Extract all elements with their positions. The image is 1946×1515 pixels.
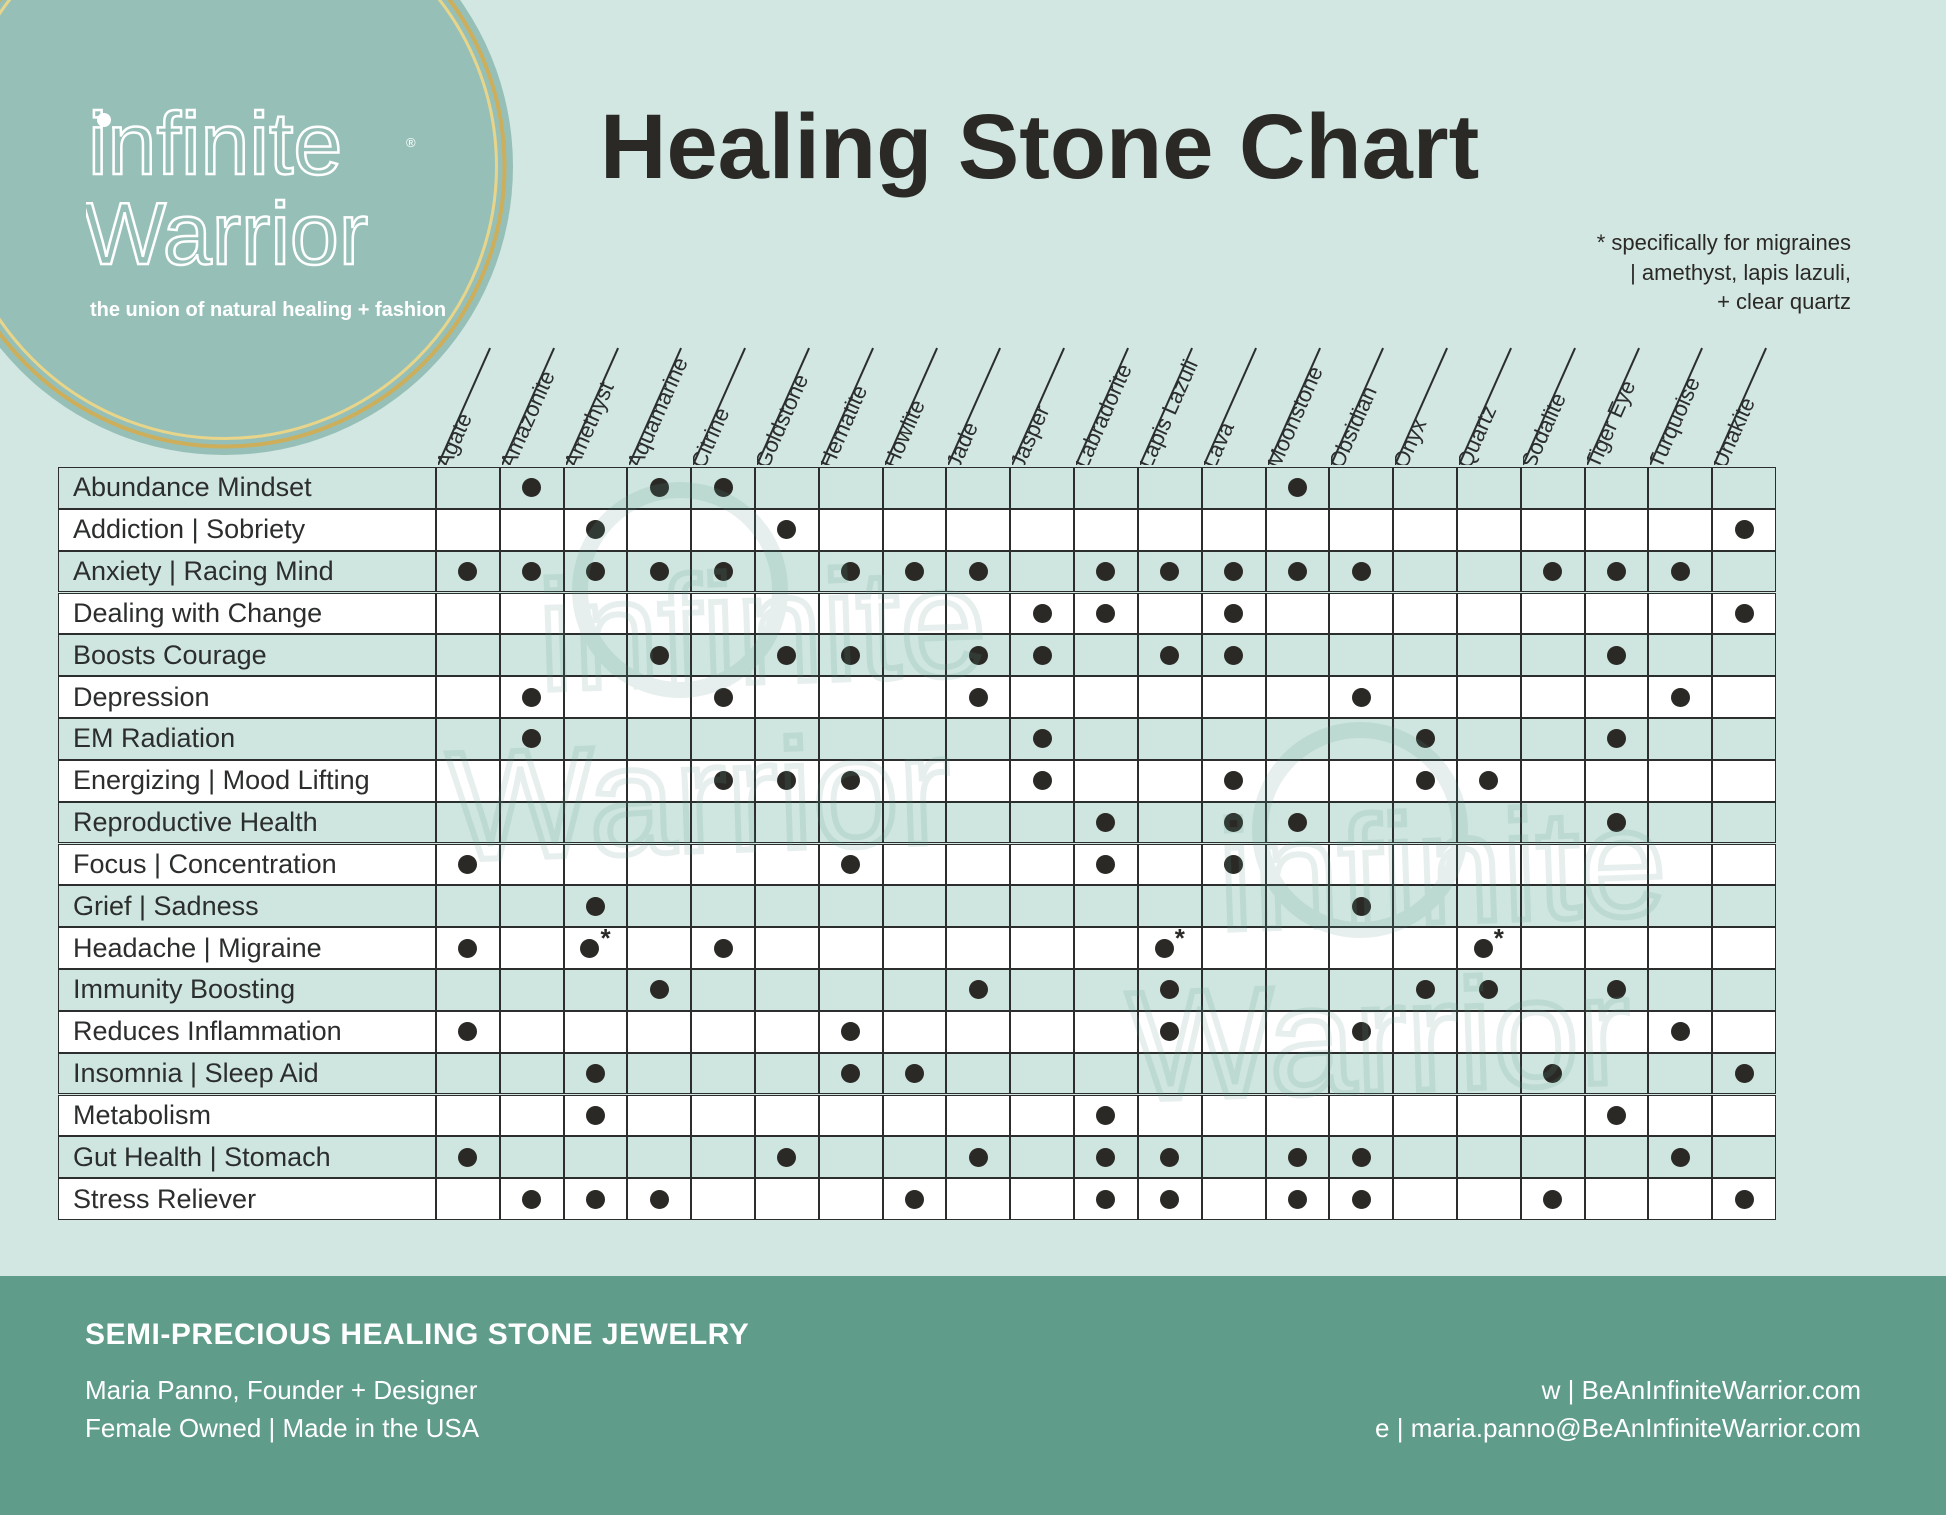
svg-text:Quartz: Quartz xyxy=(1459,401,1501,465)
svg-text:Turquoise: Turquoise xyxy=(1650,373,1705,465)
svg-text:Unakite: Unakite xyxy=(1714,394,1760,465)
svg-text:infinite: infinite xyxy=(88,94,342,193)
svg-text:Labradorite: Labradorite xyxy=(1076,360,1137,465)
svg-text:Amazonite: Amazonite xyxy=(502,367,560,465)
svg-text:Tiger Eye: Tiger Eye xyxy=(1587,376,1640,465)
svg-text:Agate: Agate xyxy=(438,409,477,465)
svg-text:Jasper: Jasper xyxy=(1012,401,1054,465)
svg-text:Citrine: Citrine xyxy=(693,404,734,465)
svg-text:Howlite: Howlite xyxy=(885,396,930,465)
svg-text:Onyx: Onyx xyxy=(1395,415,1431,465)
svg-text:Aquamarine: Aquamarine xyxy=(629,353,693,465)
svg-text:Moonstone: Moonstone xyxy=(1268,362,1328,465)
svg-text:Hematite: Hematite xyxy=(821,381,872,465)
svg-text:Warrior: Warrior xyxy=(86,184,368,283)
svg-text:Lapis Lazuli: Lapis Lazuli xyxy=(1140,356,1203,465)
svg-text:Amethyst: Amethyst xyxy=(566,378,619,465)
svg-text:Jade: Jade xyxy=(948,418,983,465)
svg-text:Goldstone: Goldstone xyxy=(757,370,813,465)
svg-text:Lava: Lava xyxy=(1204,417,1239,465)
svg-text:Sodalite: Sodalite xyxy=(1523,389,1571,465)
svg-text:Obsidian: Obsidian xyxy=(1331,382,1382,465)
svg-text:®: ® xyxy=(406,135,416,150)
